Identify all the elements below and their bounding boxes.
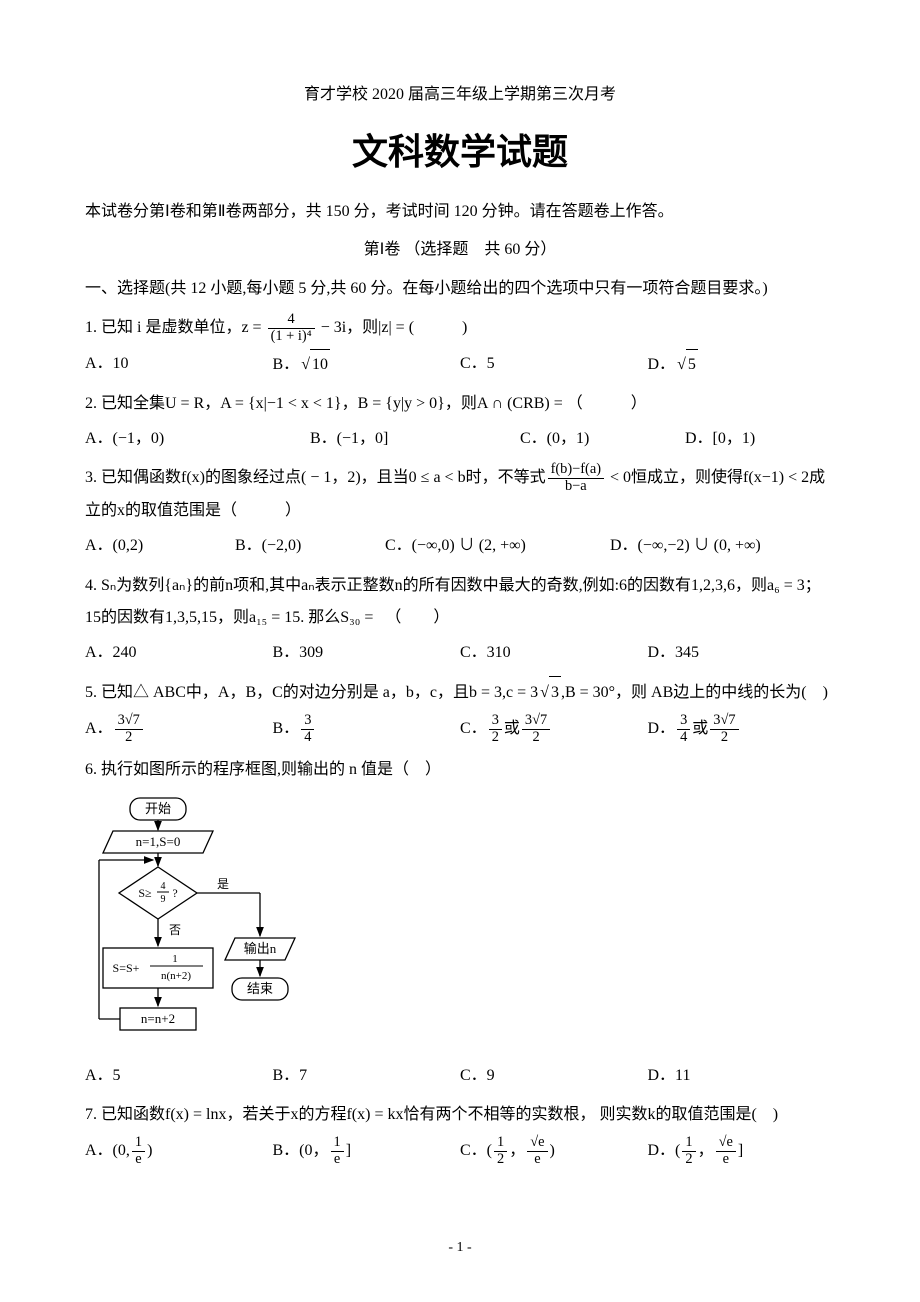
q3-choice-C: C．(−∞,0) ∪ (2, +∞): [385, 531, 610, 561]
q7-choices: A．(0,1e) B．(0，1e] C．(12，√ee) D．(12，√ee]: [85, 1135, 835, 1168]
q7-choice-C: C．(12，√ee): [460, 1135, 648, 1168]
q5-choice-D: D．34或3√72: [648, 713, 836, 746]
q3-choice-B: B．(−2,0): [235, 531, 385, 561]
q3-choice-A: A．(0,2): [85, 531, 235, 561]
fc-no: 否: [169, 923, 181, 937]
question-7: 7. 已知函数f(x) = lnx，若关于x的方程f(x) = kx恰有两个不相…: [85, 1099, 835, 1131]
q4-choice-C: C．310: [460, 638, 648, 668]
fc-start: 开始: [145, 801, 171, 816]
fc-yes: 是: [217, 877, 229, 891]
svg-text:4: 4: [161, 881, 166, 892]
question-1: 1. 已知 i 是虚数单位，z = 4(1 + i)⁴ − 3i，则|z| = …: [85, 312, 835, 345]
q6-choices: A．5 B．7 C．9 D．11: [85, 1061, 835, 1091]
fc-end: 结束: [247, 981, 273, 996]
q6-choice-C: C．9: [460, 1061, 648, 1091]
q6-choice-A: A．5: [85, 1061, 273, 1091]
q5-choice-A: A．3√72: [85, 713, 273, 746]
svg-text:1: 1: [172, 953, 178, 965]
fc-init: n=1,S=0: [136, 834, 181, 849]
page-number: - 1 -: [0, 1235, 920, 1262]
q4-choice-A: A．240: [85, 638, 273, 668]
question-4: 4. Sₙ为数列{aₙ}的前n项和,其中aₙ表示正整数n的所有因数中最大的奇数,…: [85, 570, 835, 634]
q2-choice-C: C．(0，1): [520, 424, 685, 454]
exam-intro: 本试卷分第Ⅰ卷和第Ⅱ卷两部分，共 150 分，考试时间 120 分钟。请在答题卷…: [85, 197, 835, 227]
part1-header: 第Ⅰ卷 （选择题 共 60 分）: [85, 235, 835, 265]
q1-stem-post: − 3i，则|z| = ( ): [317, 319, 468, 336]
q2-choices: A．(−1，0) B．(−1，0] C．(0，1) D．[0，1): [85, 424, 835, 454]
q2-choice-B: B．(−1，0]: [310, 424, 520, 454]
q3-choices: A．(0,2) B．(−2,0) C．(−∞,0) ∪ (2, +∞) D．(−…: [85, 531, 835, 561]
q5-stem-pre: 5. 已知△ ABC中，A，B，C的对边分别是 a，b，c，且b = 3,c =…: [85, 684, 538, 701]
q1-choices: A．10 B．10 C．5 D．5: [85, 349, 835, 380]
question-2: 2. 已知全集U = R，A = {x|−1 < x < 1}，B = {y|y…: [85, 388, 835, 420]
q4-choices: A．240 B．309 C．310 D．345: [85, 638, 835, 668]
fc-output: 输出n: [244, 941, 277, 956]
q3-choice-D: D．(−∞,−2) ∪ (0, +∞): [610, 531, 835, 561]
exam-title: 文科数学试题: [85, 118, 835, 186]
svg-text:?: ?: [172, 886, 177, 900]
q5-choice-B: B．34: [273, 713, 461, 746]
q5-stem-post: ,B = 30°，则 AB边上的中线的长为( ): [561, 684, 828, 701]
flowchart: 开始 n=1,S=0 S≥ 4 9 ? 是 否 输出n 结束 S=S+ 1 n(…: [95, 796, 325, 1051]
exam-header: 育才学校 2020 届高三年级上学期第三次月考: [85, 80, 835, 110]
question-6: 6. 执行如图所示的程序框图,则输出的 n 值是（ ）: [85, 754, 835, 786]
q1-choice-B: B．10: [273, 349, 461, 380]
q1-choice-A: A．10: [85, 349, 273, 380]
q4-choice-D: D．345: [648, 638, 836, 668]
q2-choice-A: A．(−1，0): [85, 424, 310, 454]
fc-update-pre: S=S+: [113, 961, 140, 975]
fc-cond: S≥: [138, 886, 152, 900]
section-instructions: 一、选择题(共 12 小题,每小题 5 分,共 60 分。在每小题给出的四个选项…: [85, 274, 835, 304]
q3-frac: f(b)−f(a)b−a: [548, 462, 604, 495]
q7-choice-B: B．(0，1e]: [273, 1135, 461, 1168]
q1-frac: 4(1 + i)⁴: [268, 312, 315, 345]
question-3: 3. 已知偶函数f(x)的图象经过点( − 1，2)，且当0 ≤ a < b时，…: [85, 462, 835, 527]
q5-choice-C: C．32或3√72: [460, 713, 648, 746]
q3-stem-pre: 3. 已知偶函数f(x)的图象经过点( − 1，2)，且当0 ≤ a < b时，…: [85, 469, 546, 486]
svg-text:n(n+2): n(n+2): [161, 970, 191, 982]
q7-choice-A: A．(0,1e): [85, 1135, 273, 1168]
q1-choice-D: D．5: [648, 349, 836, 380]
q2-choice-D: D．[0，1): [685, 424, 835, 454]
q6-choice-B: B．7: [273, 1061, 461, 1091]
q1-choice-C: C．5: [460, 349, 648, 380]
q4-choice-B: B．309: [273, 638, 461, 668]
svg-text:9: 9: [161, 894, 166, 905]
q1-stem-pre: 1. 已知 i 是虚数单位，z =: [85, 319, 266, 336]
fc-step: n=n+2: [141, 1011, 175, 1026]
q6-choice-D: D．11: [648, 1061, 836, 1091]
q7-choice-D: D．(12，√ee]: [648, 1135, 836, 1168]
q5-choices: A．3√72 B．34 C．32或3√72 D．34或3√72: [85, 713, 835, 746]
question-5: 5. 已知△ ABC中，A，B，C的对边分别是 a，b，c，且b = 3,c =…: [85, 676, 835, 709]
